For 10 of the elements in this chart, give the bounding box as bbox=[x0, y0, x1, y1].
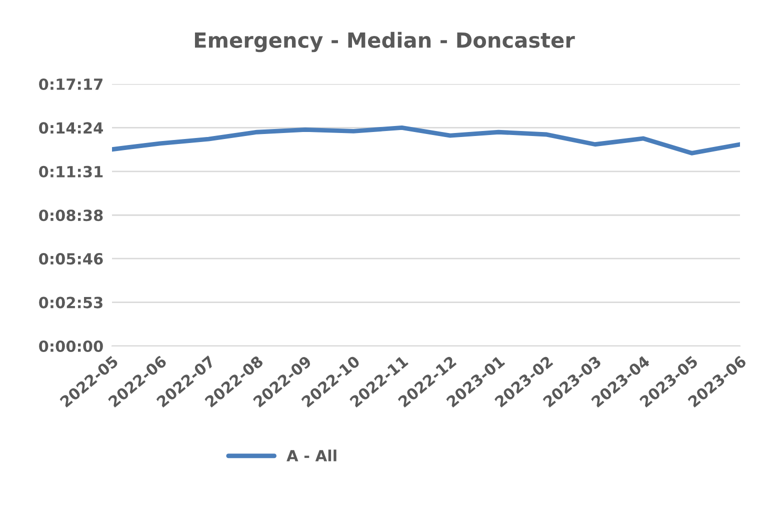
legend-label: A - All bbox=[286, 450, 336, 462]
chart-title: Emergency - Median - Doncaster bbox=[194, 32, 575, 52]
y-tick-label: 0:17:17 bbox=[39, 78, 102, 90]
y-tick-label: 0:00:00 bbox=[39, 340, 103, 352]
y-tick-label: 0:05:46 bbox=[39, 253, 103, 265]
y-tick-label: 0:14:24 bbox=[39, 122, 103, 134]
line-series bbox=[112, 125, 740, 156]
y-tick-label: 0:02:53 bbox=[39, 296, 102, 308]
y-tick-label: 0:08:38 bbox=[39, 210, 103, 222]
y-tick-label: 0:11:31 bbox=[39, 166, 103, 178]
